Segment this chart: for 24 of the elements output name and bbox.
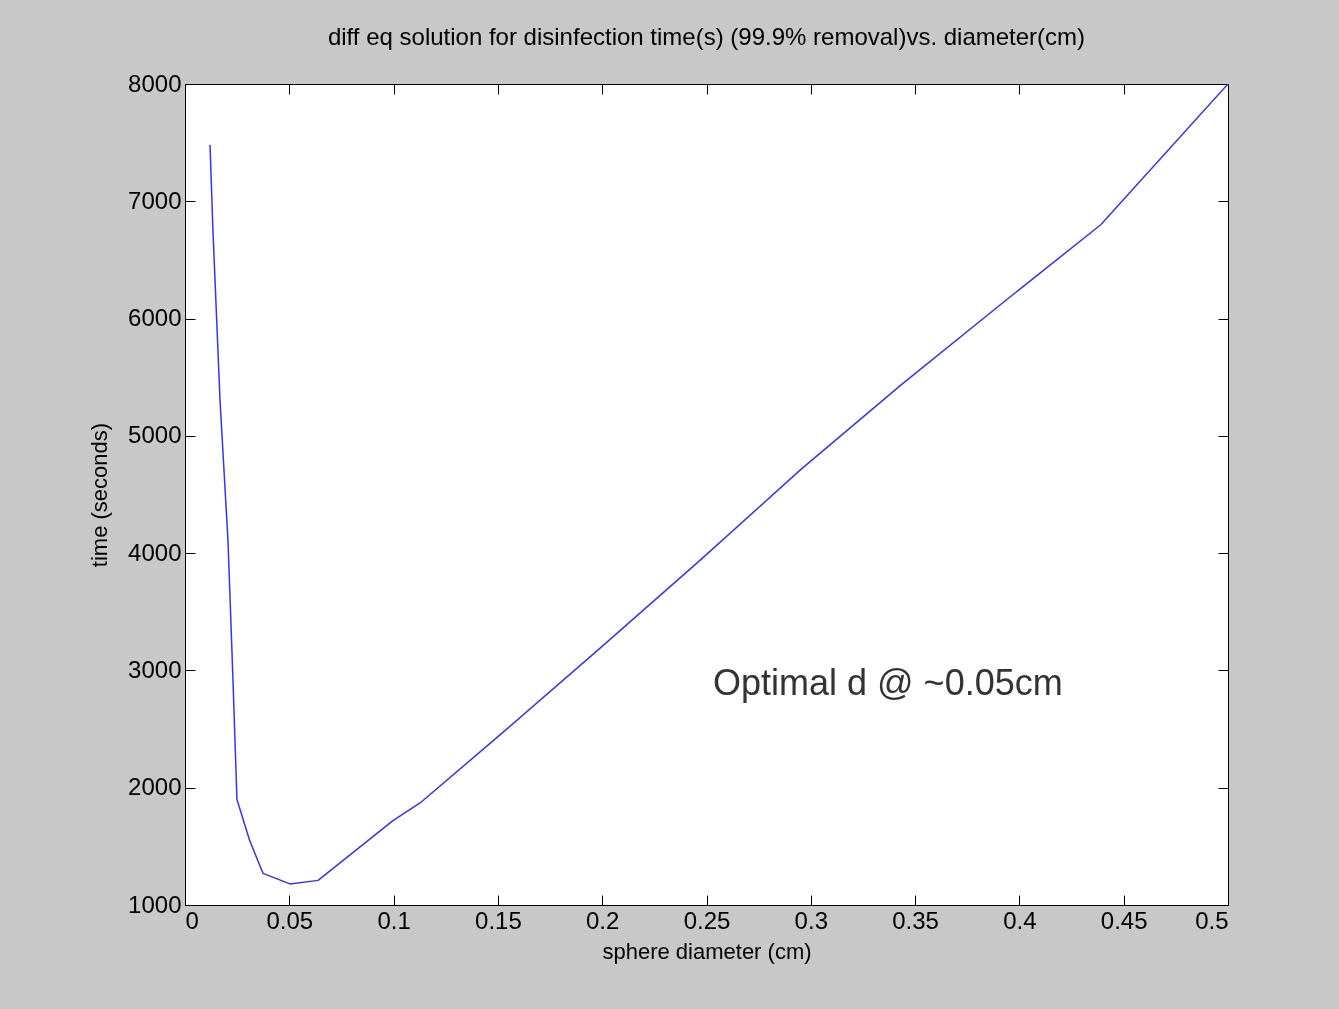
x-tick-label: 0.35	[892, 906, 939, 934]
x-tick-label: 0.3	[794, 906, 828, 934]
y-axis-title: time (seconds)	[87, 422, 113, 568]
x-tick-label: 0.4	[1003, 906, 1037, 934]
x-tick-label: 0.2	[586, 906, 620, 934]
x-tick-label: 0.15	[475, 906, 522, 934]
x-axis-title: sphere diameter (cm)	[602, 938, 812, 964]
x-tick-label: 0.05	[266, 906, 314, 934]
y-tick-label: 5000	[128, 421, 182, 449]
x-tick-label: 0.45	[1100, 906, 1148, 934]
x-tick-label: 0.5	[1195, 906, 1229, 934]
line-series	[209, 84, 1228, 885]
y-tick-label: 7000	[128, 186, 182, 214]
x-tick-label: 0.1	[377, 906, 411, 934]
y-tick-label: 1000	[128, 890, 182, 918]
y-tick-label: 4000	[128, 538, 182, 566]
y-tick-label: 6000	[128, 304, 182, 332]
annotation: Optimal d @ ~0.05cm	[713, 662, 1063, 703]
y-tick-label: 8000	[128, 69, 182, 97]
y-tick-label: 3000	[128, 655, 182, 683]
chart-title: diff eq solution for disinfection time(s) (99.9% removal)vs. diameter(cm)	[327, 23, 1086, 50]
x-tick-label: 0.25	[683, 906, 731, 934]
y-tick-label: 2000	[128, 773, 182, 801]
x-tick-label: 0	[185, 906, 199, 934]
